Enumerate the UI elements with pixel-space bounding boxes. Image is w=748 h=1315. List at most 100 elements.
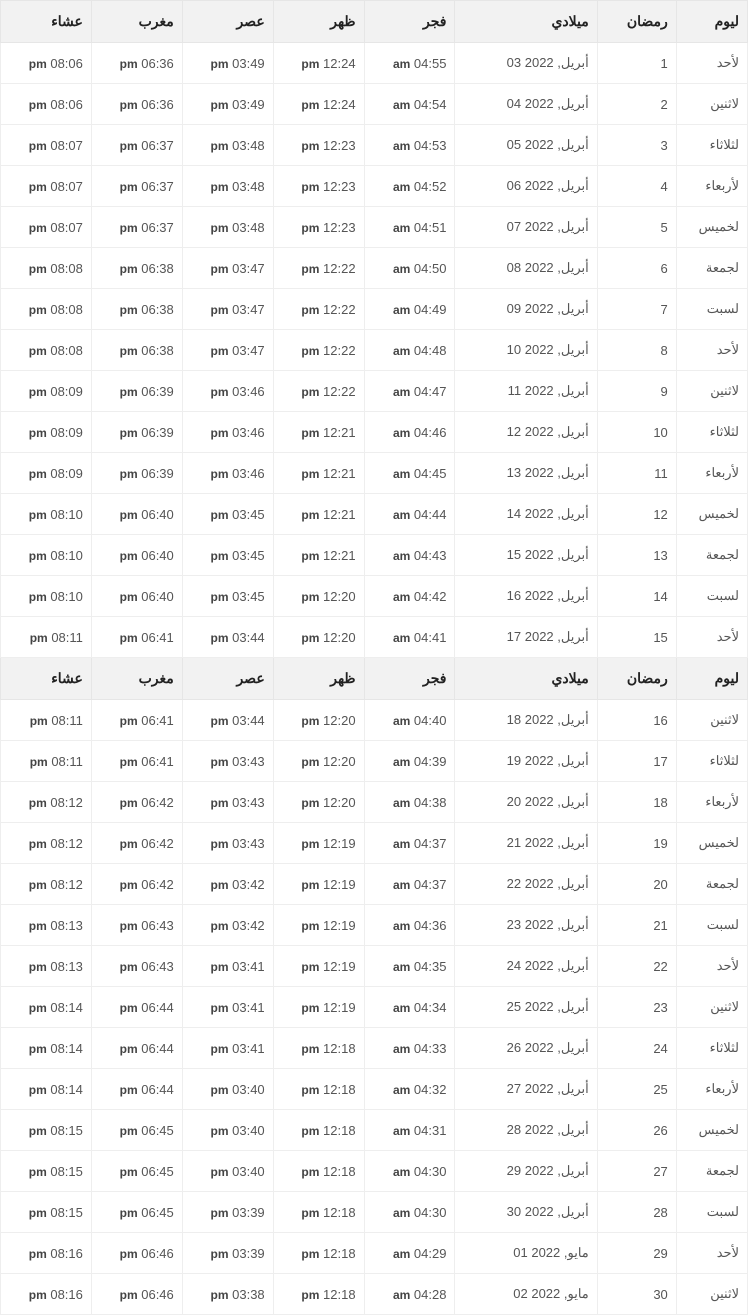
ramadan-day-cell: 22 [597, 946, 676, 987]
time-value: 06:37 [138, 220, 174, 235]
table-row: pm 08:06pm 06:36pm 03:49pm 12:24am 04:55… [1, 43, 748, 84]
time-cell: pm 08:10 [1, 494, 92, 535]
ampm-label: pm [120, 631, 138, 645]
time-value: 03:46 [229, 425, 265, 440]
time-cell: am 04:29 [364, 1233, 455, 1274]
ampm-label: pm [29, 467, 47, 481]
time-cell: pm 08:06 [1, 43, 92, 84]
time-value: 12:20 [319, 589, 355, 604]
gregorian-date-cell: 01 مايو, 2022 [455, 1233, 597, 1274]
time-cell: pm 06:42 [91, 864, 182, 905]
gregorian-date-cell: 09 أبريل, 2022 [455, 289, 597, 330]
time-value: 12:18 [319, 1287, 355, 1302]
ramadan-day-cell: 23 [597, 987, 676, 1028]
ramadan-day-cell: 15 [597, 617, 676, 658]
time-cell: pm 03:41 [182, 987, 273, 1028]
time-value: 04:33 [410, 1041, 446, 1056]
gregorian-date-cell: 11 أبريل, 2022 [455, 371, 597, 412]
table-row: pm 08:12pm 06:42pm 03:43pm 12:20am 04:38… [1, 782, 748, 823]
time-cell: pm 08:08 [1, 289, 92, 330]
time-value: 12:20 [319, 713, 355, 728]
time-value: 03:41 [229, 1000, 265, 1015]
ampm-label: pm [211, 221, 229, 235]
ampm-label: pm [211, 57, 229, 71]
gregorian-date-cell: 29 أبريل, 2022 [455, 1151, 597, 1192]
time-value: 04:53 [410, 138, 446, 153]
weekday-cell: لثلاثاء [676, 1028, 747, 1069]
time-cell: pm 12:19 [273, 946, 364, 987]
ampm-label: pm [120, 590, 138, 604]
ampm-label: pm [29, 1001, 47, 1015]
time-value: 04:36 [410, 918, 446, 933]
ampm-label: pm [30, 631, 48, 645]
table-row: pm 08:13pm 06:43pm 03:42pm 12:19am 04:36… [1, 905, 748, 946]
gregorian-date-cell: 13 أبريل, 2022 [455, 453, 597, 494]
time-cell: pm 08:08 [1, 248, 92, 289]
time-cell: pm 06:45 [91, 1192, 182, 1233]
time-value: 04:52 [410, 179, 446, 194]
ramadan-day-cell: 3 [597, 125, 676, 166]
column-header: رمضان [597, 658, 676, 700]
ampm-label: pm [301, 180, 319, 194]
ampm-label: pm [301, 1083, 319, 1097]
time-cell: pm 03:43 [182, 741, 273, 782]
time-cell: am 04:38 [364, 782, 455, 823]
ampm-label: pm [301, 508, 319, 522]
time-value: 03:40 [229, 1123, 265, 1138]
time-value: 04:50 [410, 261, 446, 276]
ampm-label: pm [120, 303, 138, 317]
time-value: 03:40 [229, 1082, 265, 1097]
time-value: 12:20 [319, 630, 355, 645]
weekday-cell: لسبت [676, 1192, 747, 1233]
ampm-label: pm [301, 796, 319, 810]
weekday-cell: لخميس [676, 823, 747, 864]
ampm-label: pm [120, 755, 138, 769]
ampm-label: pm [301, 57, 319, 71]
time-cell: pm 06:36 [91, 43, 182, 84]
time-cell: pm 06:37 [91, 125, 182, 166]
time-cell: pm 08:07 [1, 166, 92, 207]
ampm-label: pm [211, 1124, 229, 1138]
table-row: pm 08:10pm 06:40pm 03:45pm 12:20am 04:42… [1, 576, 748, 617]
time-value: 12:19 [319, 1000, 355, 1015]
ampm-label: pm [211, 262, 229, 276]
time-value: 12:18 [319, 1205, 355, 1220]
time-value: 12:21 [319, 548, 355, 563]
ampm-label: pm [120, 180, 138, 194]
time-value: 08:09 [47, 466, 83, 481]
ampm-label: am [393, 303, 410, 317]
time-cell: am 04:50 [364, 248, 455, 289]
ampm-label: pm [120, 221, 138, 235]
time-value: 12:22 [319, 261, 355, 276]
ampm-label: pm [120, 1083, 138, 1097]
gregorian-date-cell: 30 أبريل, 2022 [455, 1192, 597, 1233]
time-cell: am 04:37 [364, 823, 455, 864]
time-cell: pm 12:24 [273, 84, 364, 125]
time-value: 12:19 [319, 959, 355, 974]
time-cell: am 04:55 [364, 43, 455, 84]
time-value: 03:45 [229, 548, 265, 563]
ramadan-day-cell: 21 [597, 905, 676, 946]
weekday-cell: لأربعاء [676, 1069, 747, 1110]
time-value: 06:42 [138, 877, 174, 892]
time-cell: pm 06:45 [91, 1110, 182, 1151]
time-cell: pm 06:42 [91, 823, 182, 864]
ampm-label: am [393, 755, 410, 769]
ampm-label: pm [301, 344, 319, 358]
time-cell: pm 06:45 [91, 1151, 182, 1192]
time-value: 08:07 [47, 138, 83, 153]
time-cell: pm 03:39 [182, 1233, 273, 1274]
time-value: 12:22 [319, 343, 355, 358]
time-cell: pm 03:48 [182, 166, 273, 207]
weekday-cell: لسبت [676, 289, 747, 330]
ampm-label: pm [120, 1124, 138, 1138]
time-value: 04:51 [410, 220, 446, 235]
ampm-label: pm [211, 631, 229, 645]
ampm-label: pm [29, 385, 47, 399]
ramadan-day-cell: 12 [597, 494, 676, 535]
ampm-label: pm [120, 139, 138, 153]
ampm-label: pm [120, 549, 138, 563]
time-value: 03:45 [229, 507, 265, 522]
ramadan-day-cell: 8 [597, 330, 676, 371]
ampm-label: pm [301, 303, 319, 317]
